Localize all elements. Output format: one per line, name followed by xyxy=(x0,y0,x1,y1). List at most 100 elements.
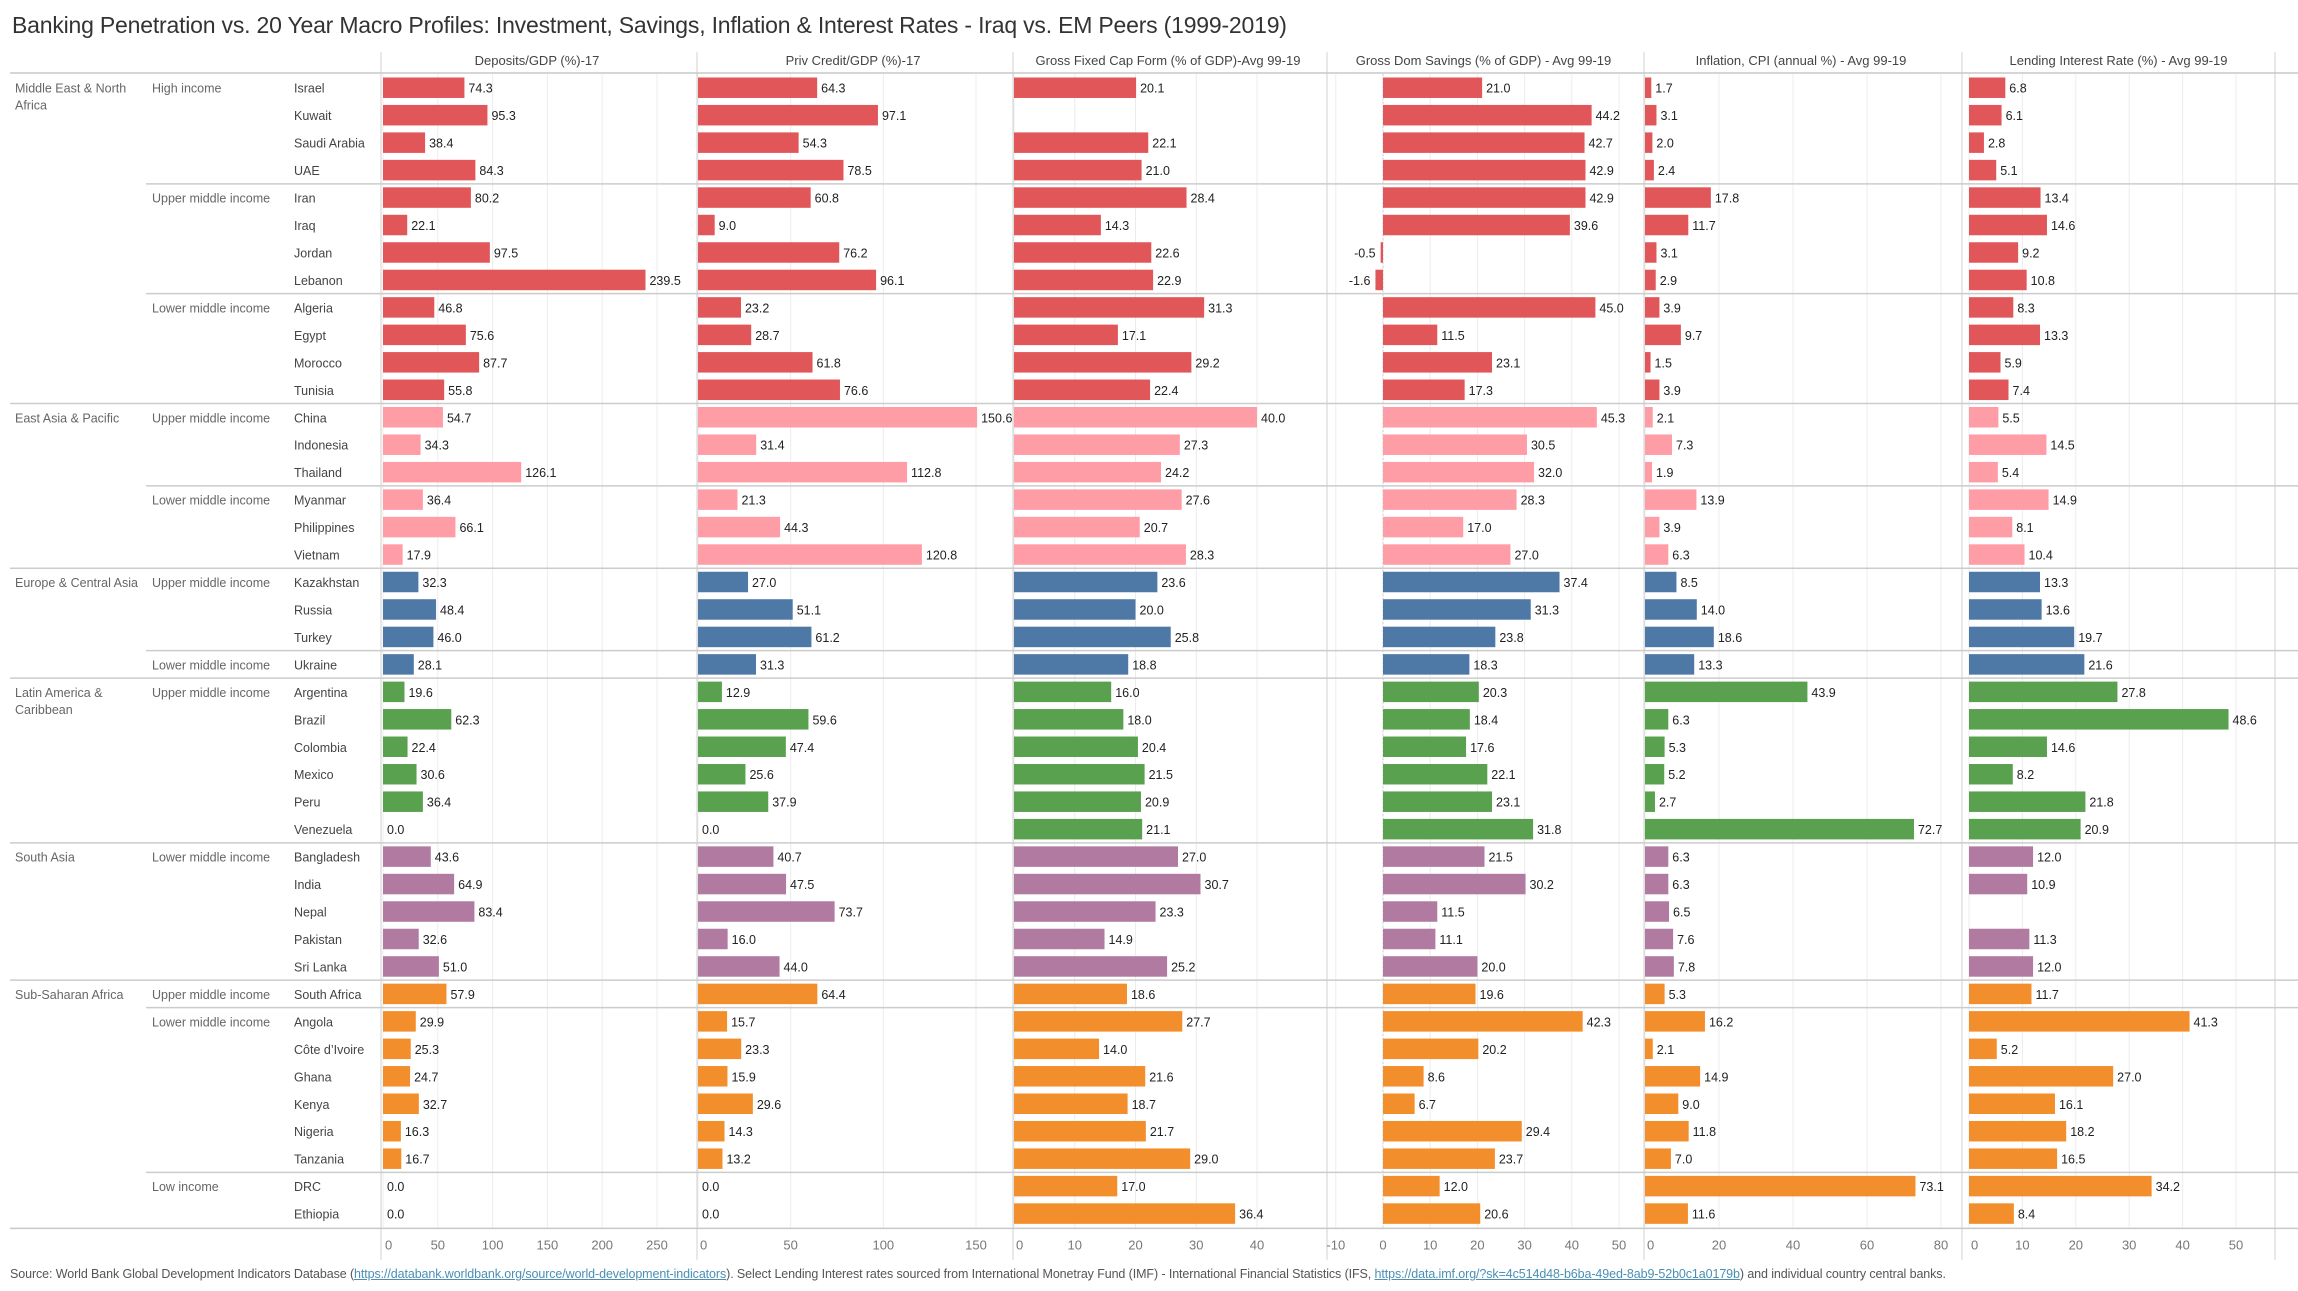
bar xyxy=(698,983,818,1005)
data-label: 21.1 xyxy=(1146,823,1170,837)
bar xyxy=(1014,159,1142,181)
bar xyxy=(1383,1011,1583,1032)
data-label: 60.8 xyxy=(815,192,839,206)
country-label: Russia xyxy=(294,603,332,617)
axis-tick-label: 50 xyxy=(431,1237,445,1252)
country-label: Iraq xyxy=(294,219,316,233)
data-label: 97.1 xyxy=(882,109,906,123)
bar xyxy=(1383,873,1526,895)
country-label: Ethiopia xyxy=(294,1208,339,1222)
data-label: 3.1 xyxy=(1660,246,1677,260)
data-label: 31.3 xyxy=(760,658,784,672)
income-group-label: Upper middle income xyxy=(152,192,270,206)
bar xyxy=(698,352,813,373)
axis-tick-label: 0 xyxy=(700,1237,707,1252)
country-label: Sri Lanka xyxy=(294,960,347,974)
bar xyxy=(1383,1175,1440,1197)
bar xyxy=(383,1093,419,1114)
country-label: Pakistan xyxy=(294,933,342,947)
data-label: 20.4 xyxy=(1142,741,1166,755)
bar xyxy=(698,187,811,208)
data-label: 17.0 xyxy=(1467,521,1491,535)
data-label: 34.3 xyxy=(425,439,449,453)
data-label: 22.1 xyxy=(1152,137,1176,151)
bar xyxy=(1969,269,2027,291)
data-label: 0.0 xyxy=(387,1180,404,1194)
bar xyxy=(1645,791,1655,812)
bar xyxy=(1383,187,1586,208)
bar xyxy=(1383,763,1488,785)
data-label: 24.2 xyxy=(1165,466,1189,480)
bar xyxy=(383,571,419,593)
data-label: 22.4 xyxy=(1154,384,1178,398)
bar xyxy=(1014,901,1156,922)
data-label: 23.8 xyxy=(1499,631,1523,645)
bar xyxy=(1645,187,1711,208)
grid-layer xyxy=(10,52,2298,1260)
bar xyxy=(383,269,646,291)
bar xyxy=(1645,818,1914,840)
data-label: 16.1 xyxy=(2059,1098,2083,1112)
country-label: DRC xyxy=(294,1180,321,1194)
country-label: Saudi Arabia xyxy=(294,137,365,151)
bar xyxy=(383,599,437,620)
bar xyxy=(698,242,840,263)
data-label: 120.8 xyxy=(926,549,957,563)
axis-tick-label: 60 xyxy=(1860,1237,1874,1252)
data-label: 16.5 xyxy=(2061,1153,2085,1167)
axis-tick-label: -10 xyxy=(1326,1237,1345,1252)
data-label: 2.1 xyxy=(1657,411,1674,425)
data-label: 13.2 xyxy=(726,1153,750,1167)
country-label: Nepal xyxy=(294,906,327,920)
bar xyxy=(1014,461,1162,483)
income-group-label: Upper middle income xyxy=(152,411,270,425)
country-label: Colombia xyxy=(294,741,347,755)
data-label: 62.3 xyxy=(455,713,479,727)
data-label: 83.4 xyxy=(478,906,502,920)
data-label: 2.9 xyxy=(1660,274,1677,288)
data-label: 66.1 xyxy=(459,521,483,535)
bar xyxy=(1014,956,1168,977)
bar xyxy=(1383,736,1467,758)
imf-link[interactable]: https://data.imf.org/?sk=4c514d48-b6ba-4… xyxy=(1374,1267,1740,1281)
country-label: Egypt xyxy=(294,329,326,343)
bar xyxy=(1014,763,1145,785)
bar xyxy=(1969,1120,2067,1142)
bar xyxy=(1645,681,1808,703)
data-label: 5.3 xyxy=(1669,988,1686,1002)
data-label: 25.2 xyxy=(1171,960,1195,974)
bar xyxy=(1014,187,1187,208)
country-label: Israel xyxy=(294,82,325,96)
bar xyxy=(383,544,403,565)
country-label: Iran xyxy=(294,192,316,206)
bar xyxy=(383,1038,411,1060)
bar xyxy=(1645,297,1660,318)
data-label: 22.9 xyxy=(1157,274,1181,288)
worldbank-link[interactable]: https://databank.worldbank.org/source/wo… xyxy=(354,1267,727,1281)
bar xyxy=(1014,1120,1146,1142)
data-label: 6.8 xyxy=(2009,82,2026,96)
data-label: 12.0 xyxy=(1444,1180,1468,1194)
data-label: 31.3 xyxy=(1535,603,1559,617)
bar xyxy=(698,1011,728,1032)
bar xyxy=(383,242,490,263)
data-label: 23.3 xyxy=(745,1043,769,1057)
bar xyxy=(1645,516,1660,538)
country-label: India xyxy=(294,878,321,892)
data-label: 15.7 xyxy=(731,1015,755,1029)
axis-tick-label: 40 xyxy=(2175,1237,2189,1252)
source-footer: Source: World Bank Global Development In… xyxy=(10,1267,1946,1281)
data-label: 21.5 xyxy=(1488,851,1512,865)
bar xyxy=(1383,1203,1481,1224)
data-label: 61.2 xyxy=(815,631,839,645)
bar xyxy=(1645,434,1673,455)
data-label: 44.3 xyxy=(784,521,808,535)
bar xyxy=(1014,1066,1146,1087)
bar xyxy=(1383,1066,1424,1087)
data-label: 13.3 xyxy=(2044,576,2068,590)
bar xyxy=(698,544,922,565)
bar xyxy=(1383,77,1483,98)
bar xyxy=(1014,1011,1183,1032)
bar xyxy=(1969,489,2049,510)
bar xyxy=(383,791,423,812)
